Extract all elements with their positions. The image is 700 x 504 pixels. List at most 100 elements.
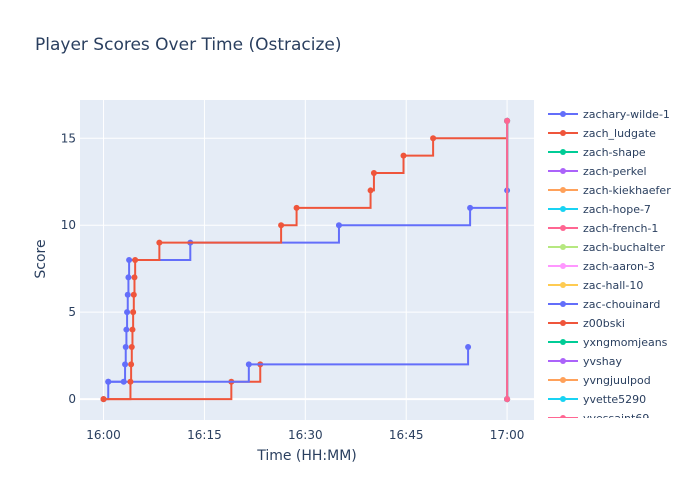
legend-item[interactable]: zach-aaron-3: [548, 260, 655, 273]
data-point: [126, 257, 133, 263]
x-tick-label: 16:45: [389, 428, 424, 442]
legend-swatch-marker: [560, 263, 566, 269]
data-point: [132, 257, 139, 263]
data-point: [129, 326, 136, 333]
legend-swatch-marker: [560, 396, 566, 402]
legend-swatch-marker: [560, 168, 566, 174]
legend-label: zachary-wilde-1: [583, 108, 670, 121]
legend-label: zac-chouinard: [583, 298, 660, 311]
legend-item[interactable]: yvessaint69: [548, 412, 649, 425]
data-point: [293, 204, 300, 211]
legend-item[interactable]: zach-kiekhaefer: [548, 184, 671, 197]
series-z00bski: [100, 117, 511, 403]
legend-label: zach-buchalter: [583, 241, 665, 254]
legend-item[interactable]: zach-shape: [548, 146, 646, 159]
data-point: [127, 378, 134, 385]
x-tick-label: 16:30: [288, 428, 323, 442]
legend-swatch-marker: [560, 301, 566, 307]
legend-label: yvshay: [583, 355, 622, 368]
x-axis-label: Time (HH:MM): [256, 448, 357, 464]
legend-swatch-marker: [560, 149, 566, 155]
data-point: [465, 343, 472, 350]
legend-label: zach-aaron-3: [583, 260, 655, 273]
legend-swatch-marker: [560, 206, 566, 212]
legend-item[interactable]: zac-hall-10: [548, 279, 643, 292]
legend-swatch-marker: [560, 358, 566, 364]
legend-item[interactable]: zachary-wilde-1: [548, 108, 670, 121]
legend-item[interactable]: yvngjuulpod: [548, 374, 651, 387]
legend-swatch-marker: [560, 377, 566, 383]
data-point: [335, 222, 342, 229]
data-point: [124, 309, 131, 316]
legend-item[interactable]: zac-chouinard: [548, 298, 660, 311]
legend-label: yvngjuulpod: [583, 374, 651, 387]
legend-swatch-marker: [560, 320, 566, 326]
legend: zachary-wilde-1 zach_ludgate zach-shape zac…: [544, 100, 700, 425]
data-point: [130, 309, 137, 316]
x-tick-label: 16:15: [187, 428, 222, 442]
data-point: [128, 361, 135, 368]
legend-label: zach_ludgate: [583, 127, 656, 140]
legend-item[interactable]: zach-perkel: [548, 165, 647, 178]
legend-swatch-marker: [560, 282, 566, 288]
data-point: [400, 152, 407, 159]
legend-swatch-marker: [560, 244, 566, 250]
data-point: [130, 291, 137, 298]
data-point: [504, 117, 511, 124]
data-point: [124, 291, 131, 298]
x-tick-label: 16:00: [86, 428, 121, 442]
data-point: [367, 187, 374, 194]
legend-label: zach-french-1: [583, 222, 658, 235]
chart-title: Player Scores Over Time (Ostracize): [35, 35, 342, 55]
data-point: [467, 204, 474, 211]
legend-item[interactable]: zach-hope-7: [548, 203, 651, 216]
data-point: [105, 378, 112, 385]
data-point: [122, 343, 129, 350]
series-yvessaint69: [504, 117, 511, 403]
legend-item[interactable]: yvshay: [548, 355, 622, 368]
series-layer: [100, 117, 511, 403]
data-point: [128, 343, 135, 350]
legend-label: yvessaint69: [583, 412, 649, 425]
legend-item[interactable]: z00bski: [548, 317, 625, 330]
y-tick-label: 10: [61, 218, 76, 232]
data-point: [156, 239, 163, 246]
data-point: [430, 135, 437, 142]
legend-label: zach-kiekhaefer: [583, 184, 671, 197]
legend-swatch-marker: [560, 225, 566, 231]
legend-item[interactable]: yxngmomjeans: [548, 336, 668, 349]
legend-label: zac-hall-10: [583, 279, 643, 292]
y-axis-label: Score: [33, 239, 49, 278]
data-point: [278, 222, 285, 229]
data-point: [504, 396, 511, 403]
legend-label: yvette5290: [583, 393, 646, 406]
legend-swatch-marker: [560, 187, 566, 193]
y-tick-label: 5: [68, 305, 76, 319]
legend-swatch-marker: [560, 130, 566, 136]
x-tick-label: 17:00: [490, 428, 525, 442]
legend-item[interactable]: zach_ludgate: [548, 127, 656, 140]
data-point: [122, 361, 129, 368]
legend-item[interactable]: zach-buchalter: [548, 241, 665, 254]
data-point: [370, 170, 377, 177]
tick-layer: 16:00 16:15 16:30 16:45 17:00 0 5 10 15: [61, 131, 525, 442]
legend-label: yxngmomjeans: [583, 336, 668, 349]
legend-swatch-marker: [560, 111, 566, 117]
data-point: [123, 326, 130, 333]
legend-swatch-marker: [560, 339, 566, 345]
legend-label: zach-shape: [583, 146, 646, 159]
legend-item[interactable]: zach-french-1: [548, 222, 658, 235]
data-point: [100, 396, 107, 403]
y-tick-label: 0: [68, 392, 76, 406]
legend-item[interactable]: yvette5290: [548, 393, 646, 406]
legend-swatch-marker: [560, 415, 566, 418]
legend-label: z00bski: [583, 317, 625, 330]
data-point: [131, 274, 138, 281]
legend-label: zach-hope-7: [583, 203, 651, 216]
legend-label: zach-perkel: [583, 165, 647, 178]
y-tick-label: 15: [61, 131, 76, 145]
data-point: [125, 274, 132, 281]
data-point: [245, 361, 252, 368]
